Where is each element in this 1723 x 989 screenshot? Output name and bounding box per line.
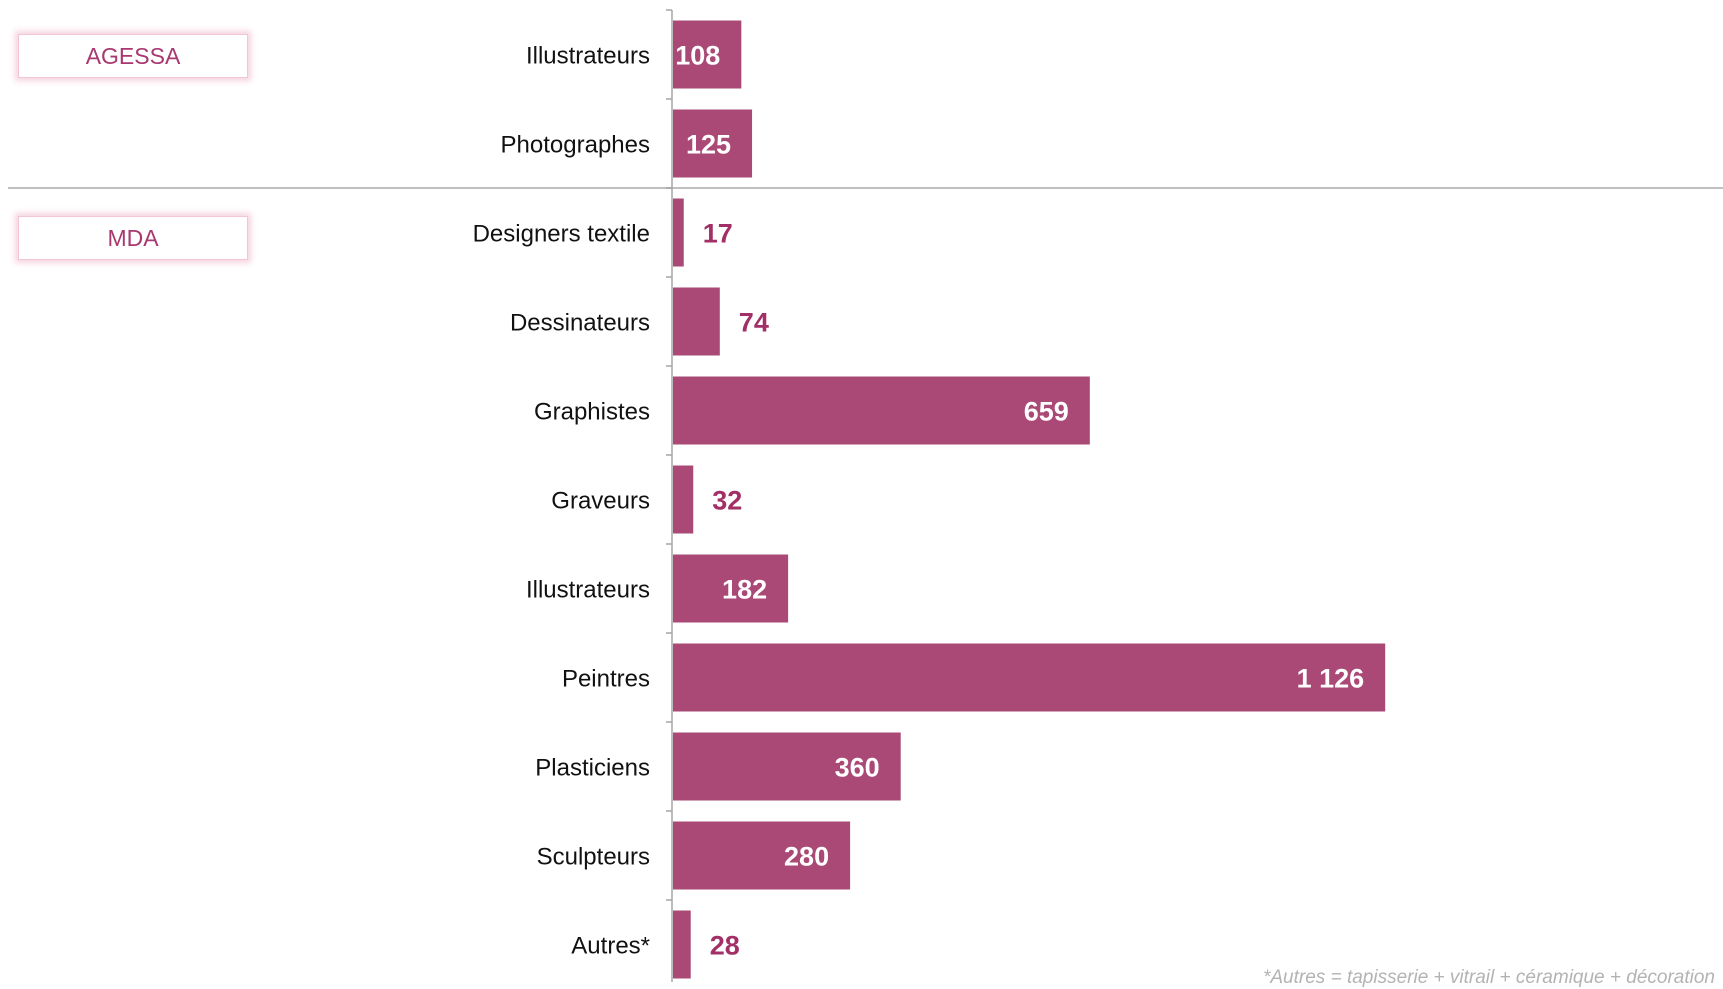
data-label: 182 — [722, 575, 767, 605]
category-label: Plasticiens — [535, 755, 650, 782]
bar — [673, 198, 684, 267]
bar — [673, 554, 789, 623]
category-label: Graphistes — [534, 399, 650, 426]
bar — [673, 732, 901, 801]
data-label: 108 — [675, 41, 720, 71]
category-label: Peintres — [562, 666, 650, 693]
category-label: Sculpteurs — [537, 844, 650, 871]
category-label: Illustrateurs — [526, 577, 650, 604]
group-label-mda: MDA — [18, 216, 248, 260]
data-label: 659 — [1024, 397, 1069, 427]
category-label: Autres* — [571, 933, 650, 960]
data-label: 74 — [739, 308, 769, 338]
data-label: 1 126 — [1297, 664, 1365, 694]
category-label: Dessinateurs — [510, 310, 650, 337]
bar — [673, 465, 694, 534]
bar — [673, 109, 753, 178]
data-label: 17 — [703, 219, 733, 249]
data-label: 360 — [835, 753, 880, 783]
bar — [673, 910, 691, 979]
category-label: Designers textile — [473, 221, 650, 248]
group-label-agessa: AGESSA — [18, 34, 248, 78]
category-label: Graveurs — [551, 488, 650, 515]
category-label: Photographes — [501, 132, 650, 159]
data-label: 280 — [784, 842, 829, 872]
data-label: 125 — [686, 130, 731, 160]
chart-footnote: *Autres = tapisserie + vitrail + céramiq… — [1262, 967, 1715, 988]
data-label: 28 — [710, 931, 740, 961]
bar — [673, 821, 851, 890]
category-label: Illustrateurs — [526, 43, 650, 70]
bar — [673, 376, 1090, 445]
bar — [673, 643, 1386, 712]
bar — [673, 20, 742, 89]
data-label: 32 — [712, 486, 742, 516]
bar — [673, 287, 720, 356]
